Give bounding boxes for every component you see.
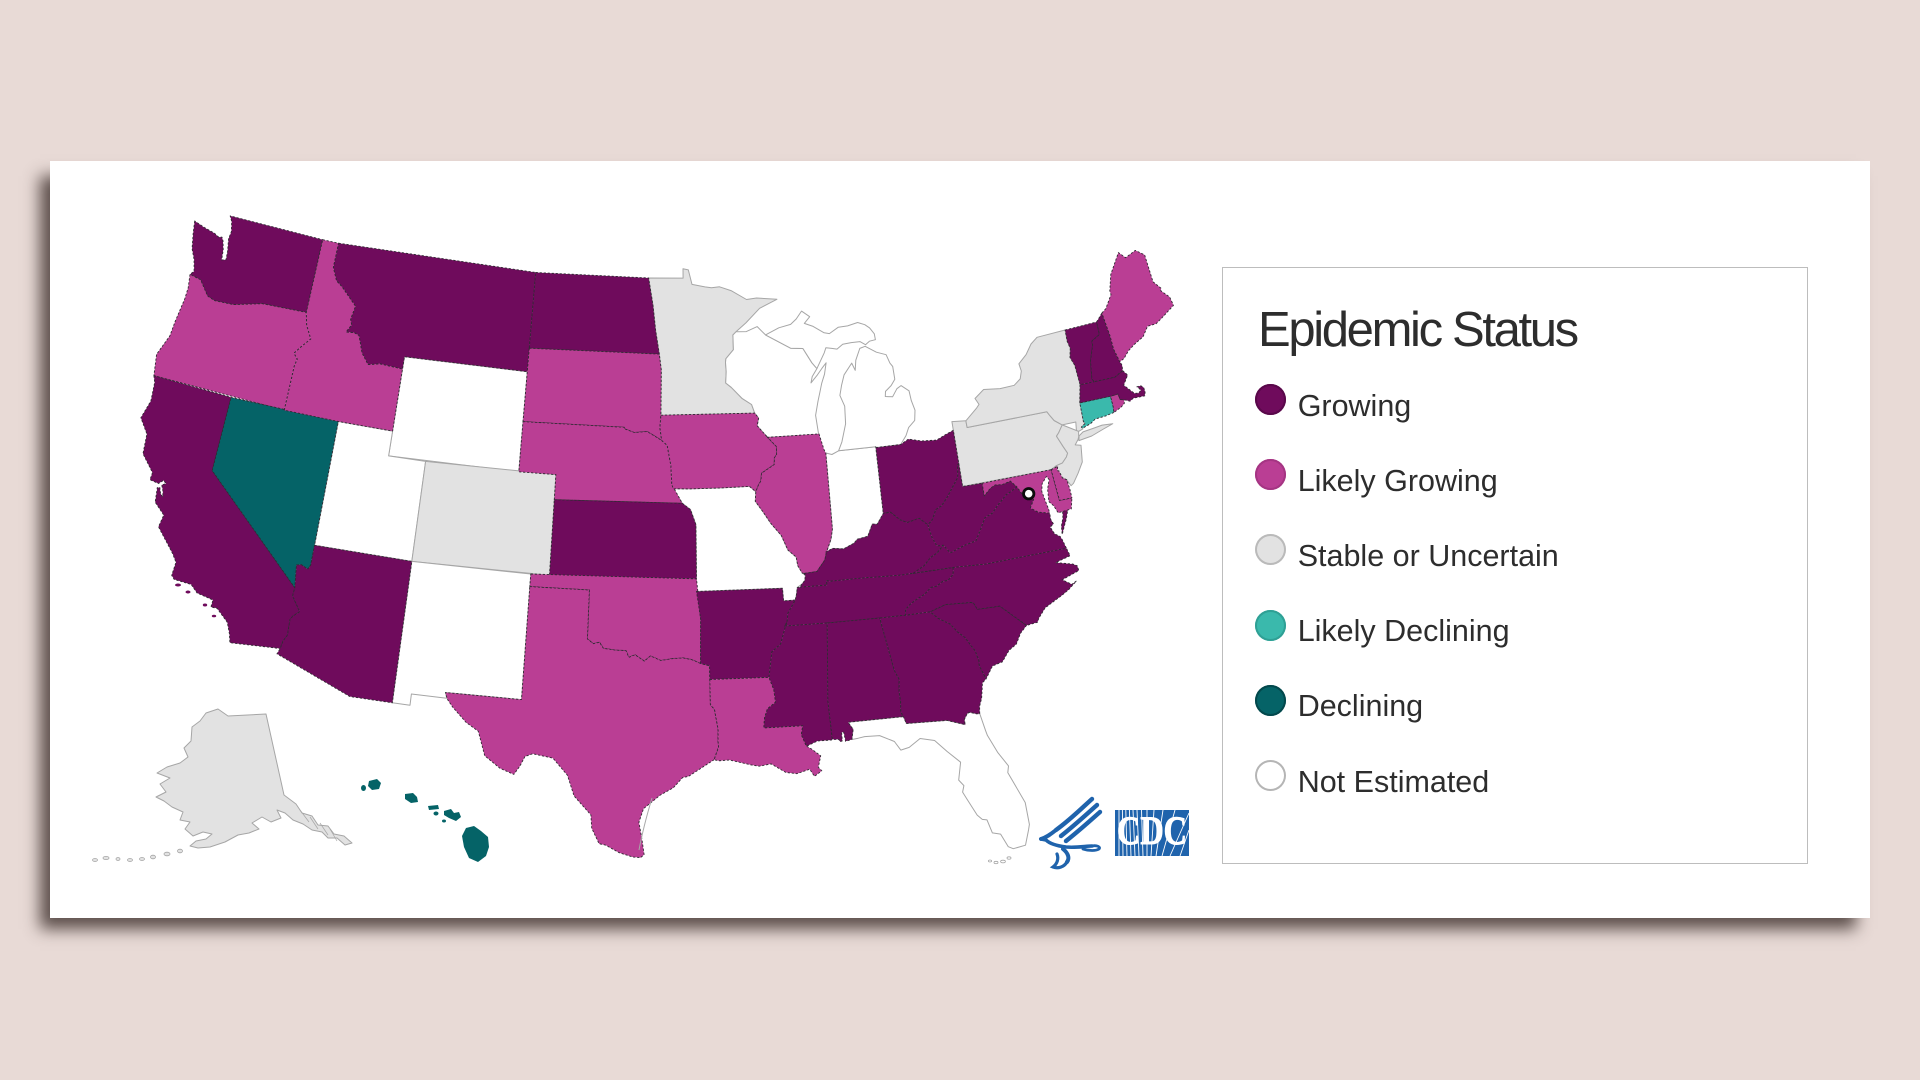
svg-text:CDC: CDC bbox=[1117, 808, 1187, 853]
